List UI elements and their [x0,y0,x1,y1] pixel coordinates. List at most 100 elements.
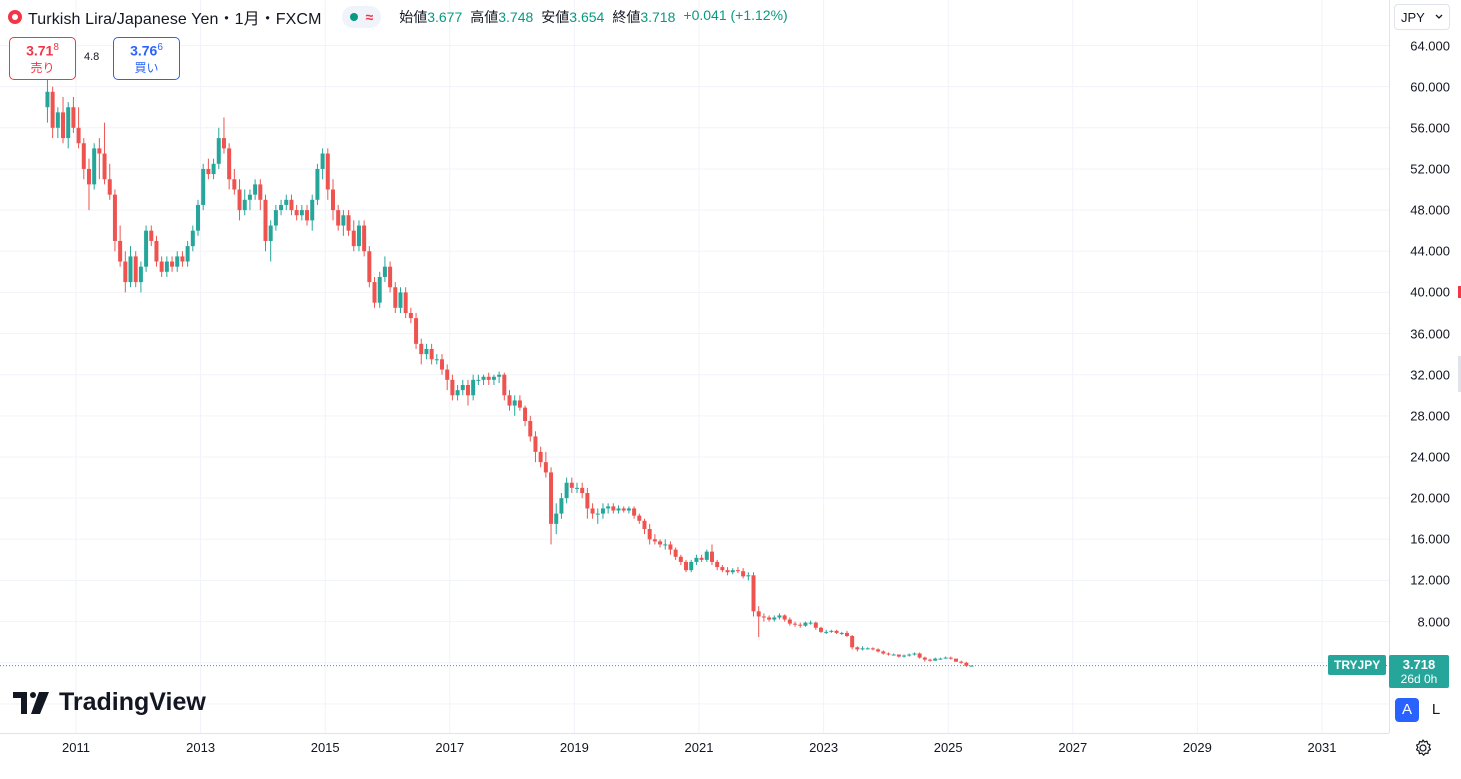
symbol-title[interactable]: Turkish Lira/Japanese Yen・1月・FXCM [28,11,322,28]
candle [97,138,102,180]
price-tick-label: 64.000 [1410,38,1450,53]
candle-body [574,487,579,489]
sell-label: 売り [30,60,55,75]
candle [559,493,564,519]
candle-body [564,482,569,499]
candle-body [414,318,419,344]
candle-body [720,567,725,571]
candle [206,158,211,180]
candle-body [554,513,559,524]
buy-label: 買い [134,60,159,75]
candle-body [336,210,341,226]
candle-body [777,615,782,618]
time-tick-label: 2015 [310,740,340,755]
candle [263,194,268,252]
chart-settings-button[interactable] [1411,736,1435,760]
candle-body [839,632,844,634]
candle-body [258,184,263,200]
candle-body [824,631,829,633]
candle [107,163,112,200]
candle-body [440,359,445,370]
candle [735,567,740,574]
candle-body [756,611,761,617]
currency-select[interactable]: JPY [1394,4,1450,30]
candle [870,647,875,651]
candle [839,631,844,635]
candle [699,554,704,562]
candle [71,96,76,133]
candle [902,654,907,658]
candle-body [471,379,476,396]
candle-body [66,107,71,139]
market-status-pill[interactable]: ≈ [341,6,382,28]
candle [725,567,730,576]
candle [434,354,439,365]
candle-body [658,541,663,545]
candle [616,505,621,514]
candle [632,506,637,519]
candle-body [595,513,600,515]
candle-body [107,179,112,195]
candle-body [673,549,678,557]
ohlc-high-label: 高値 [470,9,499,25]
candle-body [76,127,81,144]
sell-price-pip: 8 [53,42,59,53]
buy-button[interactable]: 3.766 買い [113,37,180,80]
sell-button[interactable]: 3.718 売り [9,37,76,80]
candle-body [704,551,709,560]
price-tick-label: 36.000 [1410,326,1450,342]
time-scale[interactable]: 2011 2013 2015 2017 2019 2021 2023 2025 2027 2029… [0,733,1389,779]
candle [652,534,657,545]
candle-body [455,390,460,396]
candle-body [372,282,377,303]
candle [289,194,294,216]
candle [953,658,958,662]
candle-body [969,665,974,667]
candle [66,102,71,149]
candle-body [876,649,881,652]
candle-body [497,374,502,377]
candle [829,629,834,633]
candle-body [933,658,938,661]
candle [159,256,164,277]
candle-body [164,261,169,272]
candle [55,107,60,139]
candle [684,559,689,573]
candle [938,657,943,660]
chart-plot-area[interactable] [0,0,1389,733]
time-tick-label: 2011 [62,740,90,755]
candle-body [97,148,102,154]
chevron-down-icon [1435,14,1443,19]
candle-body [902,655,907,657]
candlestick-chart[interactable] [0,0,1389,733]
candle [61,96,66,144]
candle [164,256,169,277]
candle [969,665,974,667]
candle-body [305,210,310,221]
candle [787,617,792,626]
candle-body [325,153,330,190]
edge-marker-icon [1458,286,1461,298]
log-scale-button[interactable]: L [1431,701,1441,718]
candle [258,179,263,211]
candle-body [860,648,865,650]
candle-body [299,210,304,216]
candle [227,143,232,190]
price-scale[interactable]: 64.000 60.000 56.000 52.000 48.000 44.000 40.0… [1389,0,1461,733]
candle [600,503,605,519]
candle-body [663,544,668,546]
candle [611,503,616,514]
bar-countdown: 26d 0h [1400,672,1438,686]
price-tick-label: 28.000 [1410,408,1450,424]
candle [112,189,117,252]
candle [273,204,278,231]
price-tick-label: 32.000 [1410,367,1450,383]
candle [180,251,185,267]
candle [746,572,751,581]
candle-body [71,107,76,128]
auto-scale-button[interactable]: A [1395,698,1419,722]
candle [891,653,896,656]
candle [933,657,938,661]
candle-body [133,256,138,283]
candle [549,467,554,545]
